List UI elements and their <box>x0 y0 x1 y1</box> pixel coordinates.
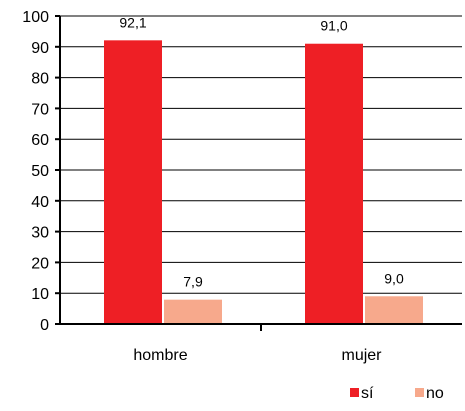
y-axis: 0 10 20 30 40 50 60 70 80 90 100 <box>22 9 61 334</box>
value-labels: 92,1 7,9 91,0 9,0 <box>119 14 404 289</box>
x-category-label: mujer <box>341 347 382 364</box>
legend-label: no <box>426 385 444 402</box>
legend: sí no <box>350 385 444 402</box>
y-tick-label: 50 <box>31 163 49 180</box>
bar-hombre-si <box>104 40 162 324</box>
bars <box>104 40 423 324</box>
data-label: 7,9 <box>183 274 203 290</box>
data-label: 92,1 <box>119 14 146 30</box>
y-tick-label: 60 <box>31 132 49 149</box>
y-tick-label: 80 <box>31 71 49 88</box>
bar-mujer-si <box>305 43 363 324</box>
y-tick-label: 90 <box>31 40 49 57</box>
x-axis: hombre mujer <box>55 323 462 364</box>
y-tick-label: 40 <box>31 194 49 211</box>
bar-hombre-no <box>164 299 222 324</box>
legend-swatch <box>350 388 359 397</box>
y-tick-label: 10 <box>31 286 49 303</box>
bar-mujer-no <box>365 296 423 324</box>
x-category-label: hombre <box>133 347 187 364</box>
y-tick-label: 0 <box>40 317 49 334</box>
y-tick-label: 30 <box>31 225 49 242</box>
y-tick-label: 20 <box>31 255 49 272</box>
y-tick-label: 70 <box>31 101 49 118</box>
data-label: 9,0 <box>384 270 404 286</box>
legend-swatch <box>415 388 424 397</box>
y-tick-label: 100 <box>22 9 49 26</box>
data-label: 91,0 <box>320 18 347 34</box>
legend-label: sí <box>361 385 374 402</box>
